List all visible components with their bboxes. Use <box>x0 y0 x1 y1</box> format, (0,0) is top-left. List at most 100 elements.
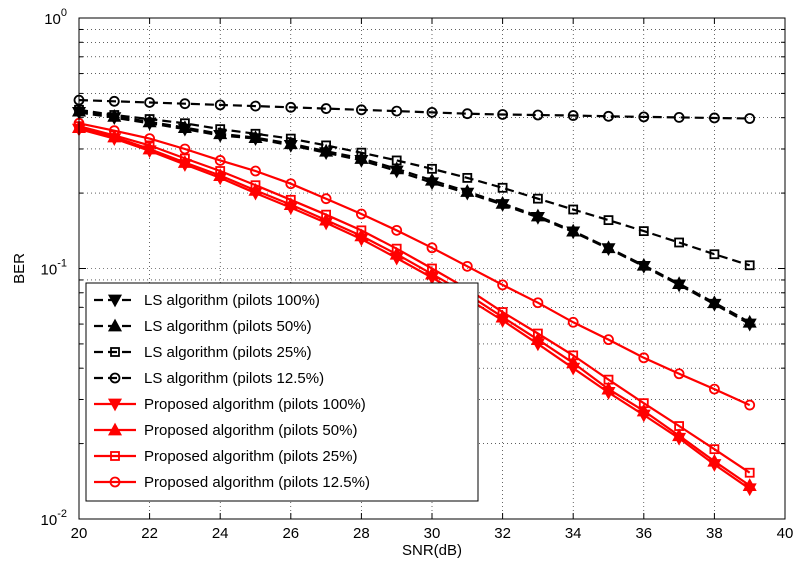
legend-entry: Proposed algorithm (pilots 25%) <box>94 448 357 465</box>
data-point <box>567 110 579 121</box>
data-point <box>744 260 755 271</box>
data-point <box>497 307 508 317</box>
data-point <box>709 249 720 260</box>
series-4 <box>73 94 756 124</box>
data-point <box>638 226 649 237</box>
x-tick-label: 30 <box>424 525 441 542</box>
data-point <box>744 399 756 411</box>
data-point <box>424 266 440 280</box>
data-point <box>391 243 402 254</box>
data-point <box>108 125 120 137</box>
legend-entry: Proposed algorithm (pilots 12.5%) <box>94 474 370 491</box>
data-point <box>355 208 367 220</box>
data-point <box>636 403 651 417</box>
y-tick-label: 10-1 <box>41 258 67 279</box>
x-tick-label: 34 <box>565 525 582 542</box>
legend-label: Proposed algorithm (pilots 50%) <box>144 422 357 439</box>
x-tick-label: 24 <box>212 525 229 542</box>
legend-marker <box>110 347 120 357</box>
data-point <box>250 180 261 191</box>
data-point <box>638 111 650 123</box>
series-line <box>78 110 751 324</box>
data-point <box>742 478 757 491</box>
data-point <box>391 155 402 166</box>
data-point <box>250 100 261 112</box>
data-point <box>179 118 190 129</box>
legend-marker <box>107 294 123 308</box>
data-point <box>566 355 581 369</box>
series-3 <box>74 104 755 271</box>
x-tick-label: 20 <box>71 525 88 542</box>
x-tick-label: 32 <box>494 525 511 542</box>
data-point <box>321 209 332 220</box>
data-point <box>250 128 261 139</box>
x-tick-label: 40 <box>777 525 794 542</box>
data-point <box>215 124 226 135</box>
legend: LS algorithm (pilots 100%) LS algorithm (… <box>85 282 479 502</box>
legend-marker <box>107 422 123 436</box>
data-point <box>533 193 543 204</box>
data-point <box>426 242 438 254</box>
legend-entry: Proposed algorithm (pilots 100%) <box>94 396 366 413</box>
data-point <box>461 108 473 120</box>
data-point <box>744 113 756 124</box>
series-line <box>78 126 751 487</box>
data-point <box>673 368 685 380</box>
data-point <box>355 104 367 116</box>
legend-entry: LS algorithm (pilots 25%) <box>94 344 312 361</box>
data-point <box>462 172 473 183</box>
data-point <box>179 143 191 155</box>
data-point <box>709 444 720 455</box>
x-tick-label: 36 <box>635 525 652 542</box>
data-point <box>389 161 404 175</box>
data-point <box>285 178 297 190</box>
data-point <box>672 428 687 442</box>
data-point <box>533 328 543 339</box>
data-point <box>709 383 720 395</box>
y-tick-label: 100 <box>44 7 67 28</box>
data-point <box>426 106 438 118</box>
legend-label: LS algorithm (pilots 25%) <box>144 344 312 361</box>
plot-area <box>71 94 757 497</box>
legend-entry: LS algorithm (pilots 12.5%) <box>94 370 324 387</box>
data-point <box>674 421 684 431</box>
data-point <box>144 97 156 108</box>
data-point <box>179 98 191 110</box>
data-point <box>530 208 545 222</box>
data-point <box>566 223 581 237</box>
data-point <box>389 246 404 260</box>
data-point <box>709 112 720 124</box>
data-point <box>567 316 579 328</box>
series-8 <box>73 117 756 411</box>
data-point <box>214 155 226 166</box>
data-point <box>321 140 332 151</box>
data-point <box>497 279 509 291</box>
x-tick-label: 26 <box>282 525 299 542</box>
data-point <box>674 237 684 248</box>
data-point <box>603 110 614 122</box>
legend-marker <box>110 451 120 461</box>
legend-marker <box>107 318 123 332</box>
data-point <box>179 153 190 164</box>
data-point <box>215 166 226 176</box>
data-point <box>707 453 722 467</box>
series-line <box>78 125 751 474</box>
data-point <box>356 225 367 236</box>
series-line <box>78 108 751 267</box>
x-tick-label: 28 <box>353 525 370 542</box>
x-axis-label: SNR(dB) <box>402 542 462 559</box>
data-point <box>744 467 755 478</box>
data-point <box>424 172 440 186</box>
data-point <box>530 332 545 346</box>
x-tick-label: 22 <box>141 525 158 542</box>
legend-label: LS algorithm (pilots 12.5%) <box>144 370 324 387</box>
data-point <box>427 263 437 274</box>
data-point <box>142 141 157 155</box>
data-point <box>707 295 722 309</box>
data-point <box>495 195 510 209</box>
data-point <box>319 143 334 157</box>
data-point <box>672 276 687 290</box>
legend-label: Proposed algorithm (pilots 12.5%) <box>144 474 370 491</box>
legend-box <box>85 282 479 502</box>
data-point <box>391 224 403 236</box>
